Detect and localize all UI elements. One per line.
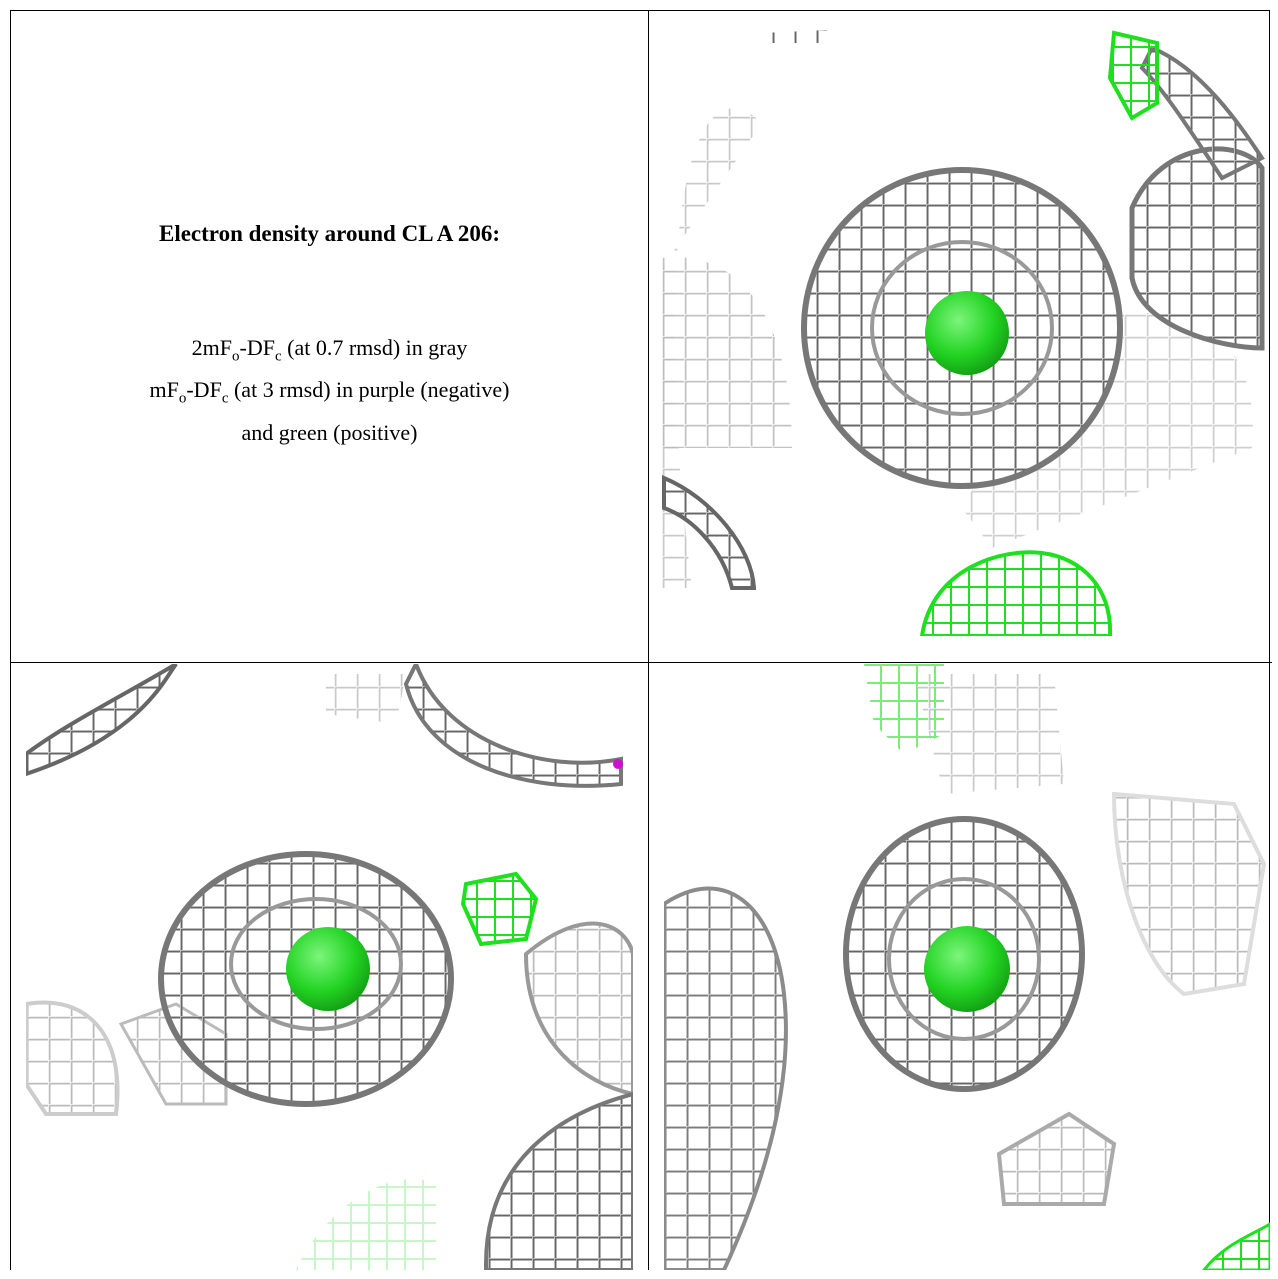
subscript: c: [221, 390, 229, 407]
caption-panel: Electron density around CL A 206: 2mFo-D…: [11, 11, 648, 661]
subscript: o: [232, 348, 240, 365]
density-render: [26, 664, 633, 1270]
text: (at 0.7 rmsd) in gray: [281, 335, 468, 360]
subscript: o: [178, 390, 187, 407]
legend-line: and green (positive): [11, 416, 648, 450]
text: (at 3 rmsd) in purple (negative): [228, 377, 510, 403]
legend-line: 2mFo-DFc (at 0.7 rmsd) in gray: [11, 331, 648, 373]
density-render: [662, 30, 1265, 636]
density-render: [664, 664, 1270, 1270]
text: -DF: [186, 377, 222, 403]
subscript: c: [274, 348, 282, 365]
caption-title: Electron density around CL A 206:: [158, 221, 500, 246]
caption-legend: 2mFo-DFc (at 0.7 rmsd) in gray mFo-DFc (…: [11, 331, 648, 450]
figure-frame: [10, 10, 1270, 1270]
legend-line: mFo-DFc (at 3 rmsd) in purple (negative): [11, 373, 648, 415]
text: and green (positive): [241, 419, 418, 445]
divider: [648, 10, 649, 1270]
text: -DF: [239, 335, 275, 360]
divider: [10, 662, 1272, 663]
text: mF: [149, 377, 179, 403]
text: 2mF: [191, 335, 232, 360]
